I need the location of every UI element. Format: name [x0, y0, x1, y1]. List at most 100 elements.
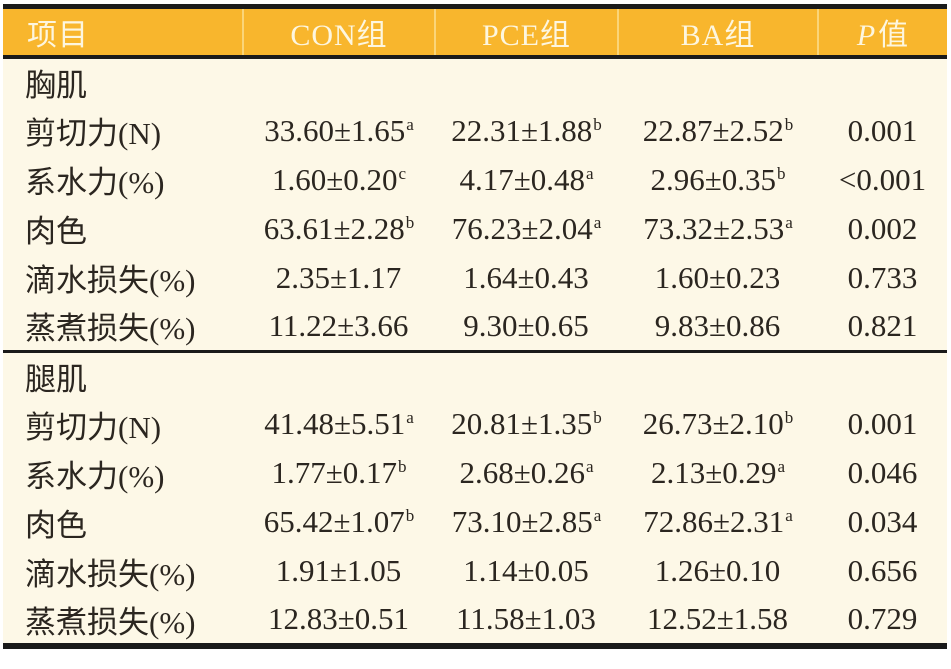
cell-pce: 2.68±0.26a	[435, 449, 618, 498]
significance-superscript	[788, 603, 789, 622]
cell-value: 65.42±1.07	[263, 504, 405, 539]
cell-p-value: 0.733	[847, 259, 918, 295]
cell-p-value: 0.001	[847, 112, 918, 148]
header-ba-group: BA组	[617, 6, 818, 59]
cell-p-value: 0.656	[847, 553, 918, 588]
cell-p-value: 0.001	[847, 406, 918, 441]
row-item-label: 滴水损失(%)	[25, 263, 196, 298]
cell-value: 1.60±0.23	[654, 259, 781, 295]
cell-value: 20.81±1.35	[451, 406, 593, 441]
significance-superscript: b	[405, 212, 415, 232]
significance-superscript: c	[398, 163, 407, 183]
row-item-label: 剪切力(N)	[25, 116, 162, 151]
significance-superscript: a	[585, 457, 594, 477]
significance-superscript: a	[585, 163, 594, 183]
row-item-label: 系水力(%)	[25, 165, 165, 200]
cell-ba: 1.60±0.23	[618, 253, 818, 302]
cell-value: 73.32±2.53	[643, 210, 785, 246]
table-row: 系水力(%) 1.77±0.17b 2.68±0.26a 2.13±0.29a 0.04…	[3, 449, 947, 498]
cell-value: 1.14±0.05	[463, 553, 589, 588]
significance-superscript	[596, 603, 597, 622]
cell-pce: 9.30±0.65	[435, 302, 618, 351]
header-con-group: CON组	[242, 6, 435, 59]
table-row: 滴水损失(%) 2.35±1.17 1.64±0.43 1.60±0.23 0.733	[3, 253, 947, 302]
cell-ba: 73.32±2.53a	[618, 204, 818, 253]
table-row: 剪切力(N) 33.60±1.65a 22.31±1.88b 22.87±2.52b 0…	[3, 106, 947, 155]
cell-value: 11.22±3.66	[268, 307, 409, 343]
cell-value: 1.64±0.43	[463, 259, 589, 295]
cell-p-value: 0.821	[847, 307, 918, 343]
significance-superscript: a	[593, 212, 602, 232]
cell-ba: 2.96±0.35b	[618, 155, 818, 204]
cell-value: 4.17±0.48	[459, 161, 585, 197]
row-item-label: 肉色	[25, 507, 87, 543]
cell-value: 1.60±0.20	[271, 161, 398, 197]
cell-con: 65.42±1.07b	[243, 498, 435, 547]
cell-ba: 9.83±0.86	[618, 302, 818, 351]
row-item-label: 剪切力(N)	[25, 409, 162, 445]
table-row: 系水力(%) 1.60±0.20c 4.17±0.48a 2.96±0.35b <0.0…	[3, 155, 947, 204]
cell-value: 26.73±2.10	[642, 406, 784, 441]
cell-value: 2.96±0.35	[650, 161, 776, 197]
cell-p-value: <0.001	[838, 161, 927, 197]
significance-superscript	[408, 310, 409, 329]
cell-value: 2.13±0.29	[650, 455, 777, 490]
cell-pce: 11.58±1.03	[435, 596, 618, 646]
section-row: 胸肌	[3, 57, 947, 106]
cell-ba: 1.26±0.10	[618, 547, 818, 596]
cell-value: 41.48±5.51	[264, 406, 406, 441]
cell-value: 9.30±0.65	[463, 307, 589, 343]
cell-pce: 20.81±1.35b	[435, 400, 618, 449]
cell-con: 12.83±0.51	[243, 596, 435, 646]
row-item-label: 蒸煮损失(%)	[25, 604, 196, 640]
cell-con: 63.61±2.28b	[243, 204, 435, 253]
significance-superscript: b	[784, 408, 794, 428]
section-title: 腿肌	[3, 349, 947, 400]
significance-superscript	[780, 310, 781, 329]
table-row: 肉色 65.42±1.07b 73.10±2.85a 72.86±2.31a 0.034	[3, 498, 947, 547]
cell-pce: 4.17±0.48a	[435, 155, 618, 204]
significance-superscript: a	[777, 457, 786, 477]
cell-value: 2.68±0.26	[459, 455, 585, 490]
table-wrapper: 项目 CON组 PCE组 BA组 P值 胸肌 剪切力(N) 33.60±1.65a 2…	[3, 4, 947, 649]
table-row: 滴水损失(%) 1.91±1.05 1.14±0.05 1.26±0.10 0.656	[3, 547, 947, 596]
cell-value: 12.52±1.58	[646, 601, 788, 636]
cell-con: 2.35±1.17	[243, 253, 435, 302]
significance-superscript	[401, 555, 402, 574]
meat-quality-table: 项目 CON组 PCE组 BA组 P值 胸肌 剪切力(N) 33.60±1.65a 2…	[3, 4, 947, 649]
cell-value: 22.31±1.88	[451, 112, 593, 148]
cell-value: 22.87±2.52	[642, 112, 784, 148]
cell-pce: 76.23±2.04a	[435, 204, 618, 253]
cell-value: 1.77±0.17	[271, 455, 397, 490]
significance-superscript	[589, 310, 590, 329]
table-row: 蒸煮损失(%) 11.22±3.66 9.30±0.65 9.83±0.86 0.821	[3, 302, 947, 351]
significance-superscript	[401, 262, 402, 281]
significance-superscript	[589, 262, 590, 281]
cell-pce: 22.31±1.88b	[435, 106, 618, 155]
significance-superscript	[589, 555, 590, 574]
cell-value: 72.86±2.31	[643, 504, 785, 539]
cell-con: 41.48±5.51a	[243, 400, 435, 449]
significance-superscript: a	[785, 212, 793, 232]
significance-superscript: a	[593, 506, 602, 526]
cell-value: 12.83±0.51	[267, 601, 409, 636]
cell-ba: 26.73±2.10b	[618, 400, 818, 449]
table-row: 肉色 63.61±2.28b 76.23±2.04a 73.32±2.53a 0.002	[3, 204, 947, 253]
cell-ba: 12.52±1.58	[618, 596, 818, 646]
header-pce-group: PCE组	[434, 6, 618, 59]
cell-ba: 72.86±2.31a	[618, 498, 818, 547]
significance-superscript: b	[777, 163, 786, 183]
cell-ba: 2.13±0.29a	[618, 449, 818, 498]
row-item-label: 蒸煮损失(%)	[25, 311, 196, 347]
p-label-rest: 值	[878, 19, 910, 52]
row-item-label: 滴水损失(%)	[25, 556, 196, 592]
cell-con: 1.60±0.20c	[243, 155, 435, 204]
cell-con: 33.60±1.65a	[243, 106, 435, 155]
cell-value: 2.35±1.17	[275, 259, 402, 295]
section-title: 胸肌	[25, 68, 87, 103]
significance-superscript: b	[593, 114, 602, 134]
significance-superscript	[780, 555, 781, 574]
significance-superscript: b	[784, 114, 794, 134]
cell-con: 1.77±0.17b	[243, 449, 435, 498]
significance-superscript: b	[593, 408, 602, 428]
